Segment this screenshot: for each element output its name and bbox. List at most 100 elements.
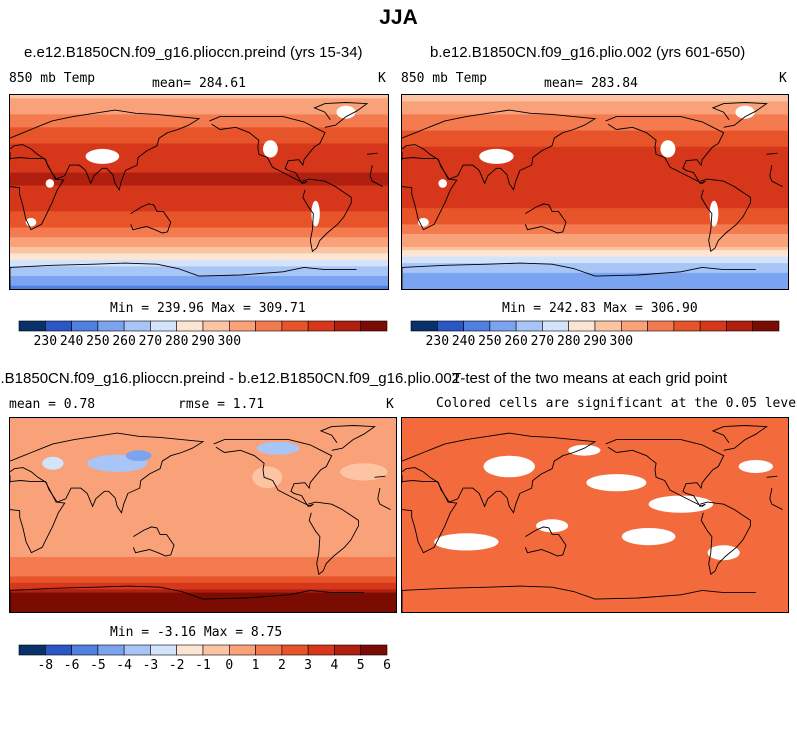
temp-band-0-38 bbox=[10, 217, 388, 222]
colorbar3-swatch-9 bbox=[255, 644, 283, 656]
colorbar3-swatch-4 bbox=[123, 644, 151, 656]
temp-band-0-56 bbox=[10, 276, 388, 280]
diff-band-48 bbox=[10, 573, 396, 578]
temp-band-0-15 bbox=[10, 143, 388, 148]
not-significant-area-1 bbox=[586, 474, 647, 492]
temp-band-0-30 bbox=[10, 192, 388, 196]
cooling-patch-1 bbox=[125, 450, 152, 462]
panel2-colorbar: 230 240 250 260 270 280 290 300 bbox=[410, 320, 780, 349]
diff-band-57 bbox=[10, 602, 396, 607]
colorbar1-tick-4: 270 bbox=[139, 334, 162, 349]
colorbar3-tick-9: 2 bbox=[278, 658, 286, 673]
temp-band-0-16 bbox=[10, 146, 388, 151]
colorbar1-tick-1: 240 bbox=[60, 334, 83, 349]
missing-data-patch-1-3 bbox=[660, 140, 676, 158]
coastline-0-3 bbox=[301, 178, 352, 253]
missing-data-patch-0-0 bbox=[85, 148, 120, 164]
warming-patch-1 bbox=[252, 466, 283, 489]
colorbar2-tick-0: 230 bbox=[426, 334, 449, 349]
temp-band-0-19 bbox=[10, 156, 388, 161]
colorbar2-swatch-11 bbox=[699, 320, 727, 332]
diff-band-8 bbox=[10, 443, 396, 448]
diff-band-13 bbox=[10, 460, 396, 464]
colorbar1-tick-7: 300 bbox=[218, 334, 241, 349]
warming-patch-0 bbox=[310, 515, 354, 537]
diff-band-39 bbox=[10, 544, 396, 548]
colorbar2-tick-1: 240 bbox=[452, 334, 475, 349]
temp-band-1-2 bbox=[402, 101, 788, 106]
missing-data-patch-0-1 bbox=[45, 179, 55, 188]
temp-band-0-50 bbox=[10, 256, 388, 261]
temp-band-0-12 bbox=[10, 133, 388, 138]
temp-band-0-20 bbox=[10, 159, 388, 164]
temp-band-1-8 bbox=[402, 120, 788, 125]
diff-band-19 bbox=[10, 479, 396, 484]
colorbar1-swatch-8 bbox=[229, 320, 256, 332]
temp-band-0-0 bbox=[10, 95, 388, 99]
diff-band-56 bbox=[10, 599, 396, 603]
temp-band-1-55 bbox=[402, 272, 788, 277]
colorbar1-swatch-4 bbox=[123, 320, 151, 332]
coastline-2-5 bbox=[319, 425, 376, 451]
diff-band-21 bbox=[10, 485, 396, 490]
temp-band-1-58 bbox=[402, 282, 788, 287]
colorbar3-swatch-0 bbox=[18, 644, 46, 656]
diff-band-46 bbox=[10, 566, 396, 571]
diff-band-5 bbox=[10, 434, 396, 438]
coastline-3-2 bbox=[605, 439, 725, 507]
temp-band-0-55 bbox=[10, 272, 388, 277]
colorbar1-tick-2: 250 bbox=[86, 334, 109, 349]
colorbar3-swatch-3 bbox=[97, 644, 125, 656]
diff-band-47 bbox=[10, 569, 396, 574]
colorbar2-swatch-13 bbox=[752, 320, 780, 332]
panel3-title-clip: e.e12.B1850CN.f09_g16.plioccn.preind - b… bbox=[0, 370, 460, 392]
diff-band-0 bbox=[10, 418, 396, 422]
panel2-units: K bbox=[779, 71, 787, 86]
diff-band-11 bbox=[10, 453, 396, 458]
missing-data-patch-1-5 bbox=[735, 105, 755, 119]
temp-band-0-26 bbox=[10, 179, 388, 183]
temp-band-1-24 bbox=[402, 172, 788, 177]
diff-band-4 bbox=[10, 430, 396, 435]
colorbar2-tick-2: 250 bbox=[478, 334, 501, 349]
colorbar1-swatch-13 bbox=[360, 320, 388, 332]
panel1-variable: 850 mb Temp bbox=[9, 71, 96, 86]
colorbar3-tick-4: -3 bbox=[143, 658, 159, 673]
coastline-2-2 bbox=[213, 439, 333, 507]
diff-band-53 bbox=[10, 589, 396, 594]
temp-band-0-22 bbox=[10, 166, 388, 170]
temp-band-1-11 bbox=[402, 130, 788, 135]
temp-band-1-28 bbox=[402, 185, 788, 190]
temp-band-0-9 bbox=[10, 124, 388, 128]
colorbar2-tick-3: 260 bbox=[504, 334, 527, 349]
temp-band-1-32 bbox=[402, 198, 788, 203]
temp-band-1-34 bbox=[402, 204, 788, 209]
colorbar3-tick-10: 3 bbox=[304, 658, 312, 673]
diff-band-54 bbox=[10, 592, 396, 597]
panel1-colorbar: 230 240 250 260 270 280 290 300 bbox=[18, 320, 388, 349]
coastline-0-1 bbox=[10, 152, 384, 231]
colorbar1-tick-6: 290 bbox=[191, 334, 214, 349]
temp-band-1-56 bbox=[402, 276, 788, 280]
temp-band-0-51 bbox=[10, 259, 388, 264]
temp-band-0-29 bbox=[10, 188, 388, 193]
diff-band-55 bbox=[10, 595, 396, 600]
diff-band-27 bbox=[10, 505, 396, 510]
temp-band-1-7 bbox=[402, 117, 788, 122]
temp-band-0-25 bbox=[10, 175, 388, 180]
temp-band-1-29 bbox=[402, 188, 788, 193]
diff-band-6 bbox=[10, 437, 396, 442]
temp-band-1-9 bbox=[402, 124, 788, 128]
diff-band-31 bbox=[10, 518, 396, 523]
temp-band-1-41 bbox=[402, 227, 788, 232]
temp-band-1-48 bbox=[402, 250, 788, 255]
diff-band-16 bbox=[10, 469, 396, 474]
colorbar3-tick-1: -6 bbox=[64, 658, 80, 673]
colorbar3-tick-5: -2 bbox=[169, 658, 185, 673]
colorbar2-swatch-6 bbox=[568, 320, 596, 332]
diff-band-24 bbox=[10, 495, 396, 500]
temp-band-1-16 bbox=[402, 146, 788, 151]
colorbar1-swatch-5 bbox=[150, 320, 177, 332]
temp-band-1-45 bbox=[402, 240, 788, 245]
colorbar1-swatch-11 bbox=[307, 320, 335, 332]
